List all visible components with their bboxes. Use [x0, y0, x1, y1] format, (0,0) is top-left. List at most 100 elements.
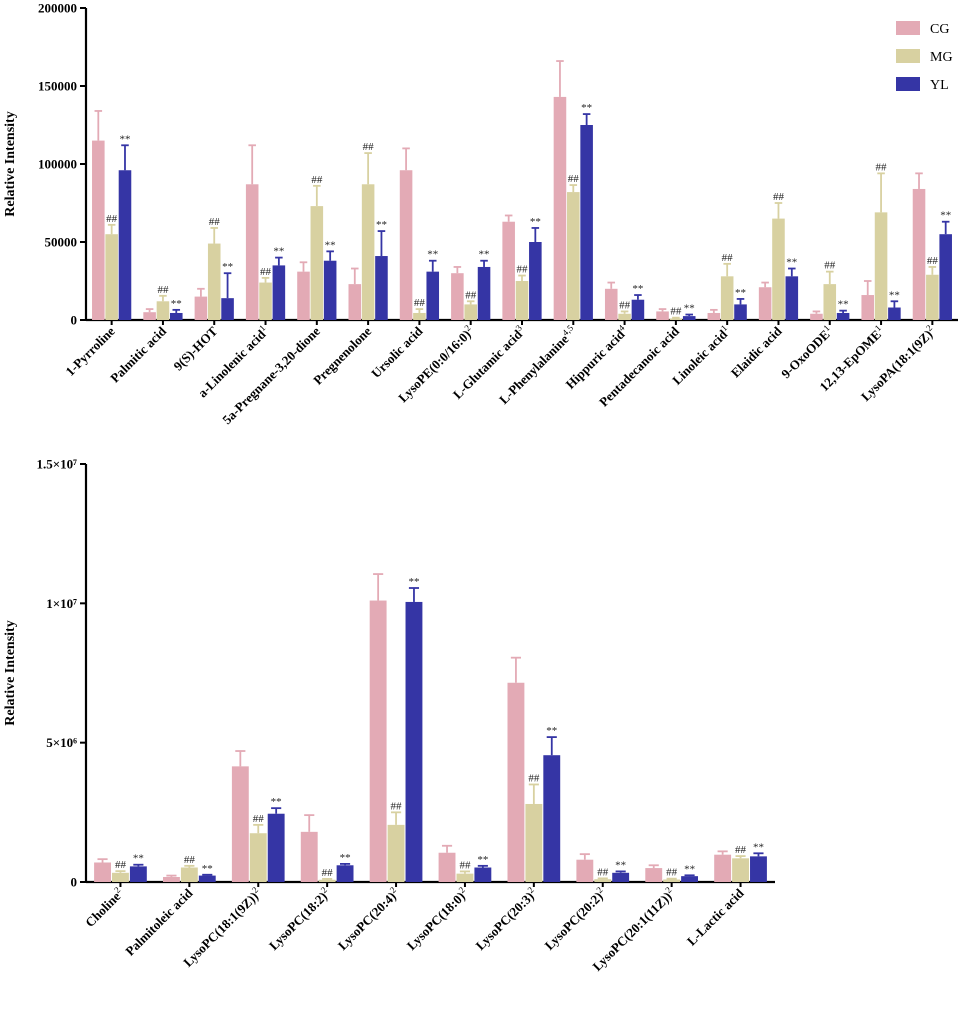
top-xtick-label-text: 5a-Pregnane-3,20-dione — [219, 323, 323, 427]
top-significance-mark: ** — [786, 257, 797, 269]
top-bar-mg — [105, 234, 118, 320]
top-bar-cg — [604, 288, 618, 320]
bottom-xtick-label: LysoPC(18:0)2 — [403, 885, 471, 953]
bottom-xtick-label-superscript: 2 — [457, 885, 467, 895]
top-bar-mg — [413, 312, 426, 320]
bottom-significance-mark: ## — [528, 772, 540, 784]
bottom-bar-yl — [267, 813, 285, 882]
top-significance-mark: ** — [273, 246, 284, 258]
bottom-xtick-label-superscript: 2 — [525, 885, 535, 895]
bottom-significance-mark: ** — [477, 854, 488, 866]
bottom-significance-mark: ** — [684, 863, 695, 875]
bottom-bar-cg — [576, 859, 594, 882]
bottom-bar-mg — [732, 858, 749, 882]
bottom-significance-mark: ** — [133, 853, 144, 865]
bottom-significance-mark: ** — [408, 576, 419, 588]
top-significance-mark: ## — [568, 173, 580, 185]
bottom-bar-cg — [369, 600, 387, 882]
bottom-xtick-label-text: LysoPC(18:2) — [266, 889, 330, 953]
top-bar-yl — [888, 307, 901, 320]
top-ytick-label: 150000 — [38, 79, 77, 94]
top-significance-mark: ## — [260, 266, 272, 278]
top-significance-mark: ** — [632, 283, 643, 295]
top-xtick-label-superscript: 2 — [924, 323, 934, 333]
bottom-xtick-label: LysoPC(20:3)2 — [472, 885, 540, 953]
bottom-xtick-label-text: LysoPC(20:4) — [335, 889, 399, 953]
top-bar-mg — [361, 184, 375, 320]
top-bar-yl — [118, 170, 132, 320]
top-significance-mark: ** — [735, 287, 746, 299]
top-significance-mark: ## — [209, 216, 221, 228]
bottom-bar-cg — [714, 854, 732, 882]
top-significance-mark: ## — [619, 299, 631, 311]
top-significance-mark: ## — [876, 161, 888, 173]
top-xtick-label-text: Elaidic acid — [728, 323, 785, 380]
top-bar-yl — [836, 312, 850, 320]
top-bar-mg — [207, 243, 221, 320]
bottom-bar-cg — [94, 862, 111, 882]
legend-label-yl: YL — [930, 78, 949, 93]
top-significance-mark: ## — [414, 297, 426, 309]
bottom-xtick-label-superscript: 2 — [319, 885, 329, 895]
top-bar-yl — [631, 299, 645, 320]
bottom-xtick-label-text: LysoPC(20:2) — [541, 889, 605, 953]
top-significance-mark: ## — [311, 174, 323, 186]
top-significance-mark: ## — [773, 191, 785, 203]
bottom-significance-mark: ## — [184, 854, 196, 866]
top-y-axis-title: Relative Intensity — [3, 111, 18, 216]
top-bar-yl — [169, 312, 183, 320]
top-xtick-label: Palmitic acid — [107, 323, 169, 385]
top-bar-mg — [823, 284, 837, 320]
bottom-bar-yl — [750, 856, 767, 882]
bottom-xtick-label-text: LysoPC(20:3) — [473, 889, 537, 953]
chart-top-panel: 0 50000 100000 150000 200000 Relative Intensi… — [3, 1, 958, 427]
top-bar-mg — [464, 304, 477, 320]
bottom-xtick-label: LysoPC(18:2)2 — [265, 885, 333, 953]
top-significance-mark: ** — [940, 210, 951, 222]
top-bar-cg — [143, 312, 156, 320]
bottom-xtick-label: Choline2 — [81, 885, 126, 930]
bottom-bar-mg — [249, 833, 267, 882]
top-bar-cg — [810, 313, 823, 320]
top-significance-mark: ** — [427, 249, 438, 261]
top-bar-cg — [245, 184, 259, 320]
top-xtick-label: 5a-Pregnane-3,20-dione — [219, 323, 323, 427]
top-bar-mg — [515, 281, 529, 320]
legend-swatch-yl — [896, 77, 920, 91]
bottom-significance-mark: ** — [340, 852, 351, 864]
top-bar-mg — [259, 282, 272, 320]
top-bar-yl — [477, 266, 491, 320]
bottom-xtick-label-text: LysoPC(18:1(9Z)) — [180, 889, 261, 970]
top-xtick-label-superscript: 2 — [462, 323, 472, 333]
bottom-significance-mark: ** — [615, 859, 626, 871]
bottom-bar-cg — [645, 868, 663, 882]
top-significance-mark: ## — [363, 141, 375, 153]
bottom-xtick-label-superscript: 2 — [112, 885, 122, 895]
top-xtick-label-superscript: 3 — [514, 322, 525, 333]
bottom-bar-mg — [318, 879, 336, 882]
top-significance-mark: ** — [376, 219, 387, 231]
bottom-significance-mark: ## — [597, 866, 609, 878]
top-bar-yl — [426, 271, 440, 320]
bottom-bar-yl — [198, 875, 216, 882]
legend-label-mg: MG — [930, 50, 953, 65]
bottom-xtick-label-superscript: 2 — [250, 885, 260, 895]
top-bar-mg — [669, 318, 683, 320]
chart-bottom-panel: 0 5×10⁶ 1×10⁷ 1.5×10⁷ Relative Intensity ## **… — [3, 457, 775, 974]
bottom-bar-yl — [681, 876, 699, 882]
legend-swatch-cg — [896, 21, 920, 35]
top-bar-mg — [567, 192, 580, 320]
top-significance-mark: ## — [517, 264, 529, 276]
top-significance-mark: ## — [465, 289, 477, 301]
bottom-bar-cg — [300, 831, 318, 882]
bottom-xtick-label: Palmitoleic acid — [122, 885, 196, 959]
top-xtick-label-superscript: 4 — [616, 322, 627, 333]
top-bar-mg — [874, 212, 888, 320]
top-significance-mark: ** — [222, 261, 233, 273]
bottom-xtick-label-text: Palmitoleic acid — [122, 885, 196, 959]
bottom-bar-mg — [525, 803, 543, 882]
top-ytick-label: 100000 — [38, 157, 77, 172]
top-bar-yl — [529, 242, 542, 320]
top-significance-mark: ** — [889, 289, 900, 301]
bottom-bar-yl — [543, 755, 561, 882]
